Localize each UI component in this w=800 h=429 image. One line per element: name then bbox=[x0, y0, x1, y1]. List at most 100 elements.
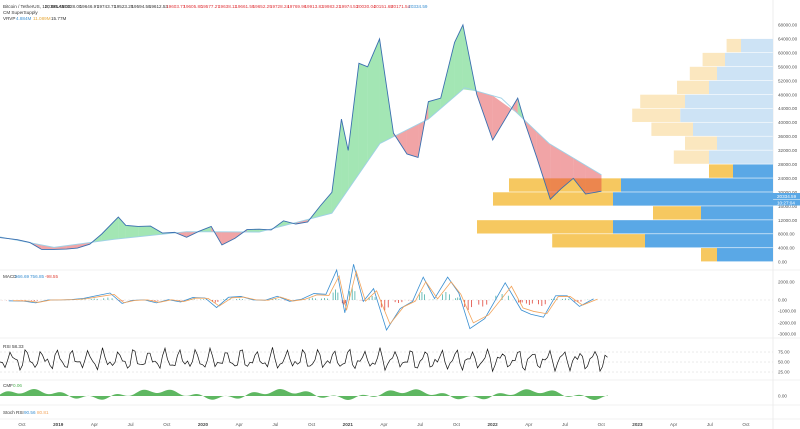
macd-histogram-bar bbox=[242, 299, 243, 300]
macd-histogram-bar bbox=[565, 298, 567, 300]
macd-histogram-bar bbox=[471, 300, 473, 308]
price-axis-label: 28000.00 bbox=[778, 162, 798, 167]
macd-histogram-bar bbox=[118, 300, 120, 301]
macd-histogram-bar bbox=[226, 299, 228, 300]
macd-histogram-bar bbox=[354, 291, 356, 300]
time-axis-label: Jul bbox=[417, 422, 423, 427]
time-axis-label: 2023 bbox=[632, 422, 643, 427]
macd-histogram-bar bbox=[103, 298, 105, 300]
price-axis-label: 60000.00 bbox=[778, 50, 798, 55]
macd-histogram-bar bbox=[421, 292, 423, 300]
macd-histogram-bar bbox=[371, 296, 373, 300]
macd-value-2: 756.85 bbox=[30, 274, 44, 279]
macd-histogram-bar bbox=[455, 298, 457, 300]
macd-histogram-bar bbox=[203, 299, 204, 300]
macd-histogram-bar bbox=[343, 300, 345, 305]
macd-histogram-bar bbox=[111, 298, 113, 300]
macd-histogram-bar bbox=[380, 300, 382, 308]
symbol-title[interactable]: Bitcoin / TetherUS, 1D, BINANCE bbox=[3, 4, 71, 9]
macd-histogram-bar bbox=[531, 300, 533, 304]
cmf-pane[interactable]: 0.00 bbox=[0, 389, 787, 400]
vp-bar-down bbox=[477, 220, 613, 234]
countdown-tag bbox=[773, 199, 800, 206]
price-axis-label: 56000.00 bbox=[778, 64, 798, 69]
macd-histogram-bar bbox=[501, 294, 503, 300]
bear-band-segment bbox=[41, 244, 54, 250]
header-value: 20030.04 bbox=[356, 4, 376, 9]
macd-pane[interactable]: 2000.00 0.00 -1000.00 -2000.00 -3000.00 bbox=[0, 264, 797, 337]
price-axis-label: 48000.00 bbox=[778, 92, 798, 97]
time-axis[interactable]: Oct 2019 Apr Jul Oct 2020 Apr Jul Oct 2021 Apr Jul O… bbox=[18, 422, 750, 427]
macd-histogram-bar bbox=[308, 298, 310, 300]
signal-line bbox=[13, 269, 598, 325]
time-axis-label: Jul bbox=[128, 422, 134, 427]
header-value: 19603.77 bbox=[166, 4, 186, 9]
vp-bar-up bbox=[709, 80, 773, 95]
price-axis-label: 8000.00 bbox=[778, 232, 795, 237]
ma-line bbox=[0, 87, 602, 248]
vp-bar-up bbox=[733, 164, 773, 178]
bear-band-segment bbox=[53, 245, 67, 250]
macd-histogram-bar bbox=[482, 300, 484, 307]
macd-histogram-bar bbox=[394, 300, 396, 303]
macd-histogram-bar bbox=[349, 291, 350, 300]
bull-band-segment bbox=[118, 217, 126, 239]
cmf-area bbox=[0, 389, 608, 400]
macd-histogram-bar bbox=[229, 299, 231, 300]
rsi-pane[interactable]: 75.00 50.00 25.00 bbox=[0, 346, 790, 375]
vp-bar-up bbox=[717, 66, 773, 81]
vp-bar-down bbox=[677, 80, 709, 95]
macd-histogram-bar bbox=[384, 300, 386, 311]
vp-bar-down bbox=[651, 122, 693, 136]
header-value: 20391.49 bbox=[45, 4, 65, 9]
macd-histogram-bar bbox=[445, 292, 447, 300]
bull-band-segment bbox=[101, 217, 119, 241]
header-value: 19638.11 bbox=[218, 4, 237, 9]
header-value: 19913.82 bbox=[305, 4, 325, 9]
macd-axis-label: -2000.00 bbox=[778, 321, 797, 326]
header-value: 19661.59 bbox=[235, 4, 255, 9]
macd-histogram-bar bbox=[154, 300, 156, 301]
vrvp-name[interactable]: VRVP bbox=[3, 16, 15, 21]
macd-histogram-bar bbox=[332, 292, 334, 300]
macd-histogram-bar bbox=[401, 300, 403, 303]
macd-histogram-bar bbox=[122, 300, 124, 301]
price-axis-label: 52000.00 bbox=[778, 78, 798, 83]
macd-histogram-bar bbox=[551, 298, 553, 300]
macd-histogram-bar bbox=[90, 298, 92, 300]
time-axis-label: Apr bbox=[380, 422, 388, 427]
macd-histogram-bar bbox=[562, 298, 563, 300]
indicator-name[interactable]: CM SuperSupply bbox=[3, 10, 38, 15]
cmf-label: CMF bbox=[3, 383, 13, 388]
bull-band-segment bbox=[319, 192, 332, 217]
macd-histogram-bar bbox=[217, 300, 219, 302]
macd-histogram-bar bbox=[272, 299, 274, 300]
vp-bar-down bbox=[653, 206, 701, 220]
last-price-value: 20334.59 bbox=[777, 194, 797, 199]
countdown-value: 10:27:04 bbox=[777, 200, 795, 205]
vp-bar-down bbox=[685, 136, 717, 150]
header-value: 19646.97 bbox=[80, 4, 100, 9]
price-axis[interactable]: 68000.00 64000.00 60000.00 56000.00 52000.00… bbox=[778, 23, 798, 265]
stoch-label: Stoch RSI bbox=[3, 410, 24, 415]
macd-histogram-bar bbox=[311, 297, 313, 300]
time-axis-label: 2019 bbox=[53, 422, 64, 427]
bull-band-segment bbox=[358, 63, 368, 175]
time-axis-label: Apr bbox=[236, 422, 244, 427]
time-axis-label: Jul bbox=[272, 422, 278, 427]
macd-histogram-bar bbox=[544, 300, 546, 305]
rsi-value: 58.33 bbox=[12, 344, 24, 349]
vrvp-total: 15.77M bbox=[51, 16, 66, 21]
header-value: 19612.53 bbox=[149, 4, 169, 9]
macd-histogram-bar bbox=[314, 298, 316, 300]
macd-line bbox=[8, 264, 594, 331]
header-value: 19594.58 bbox=[132, 4, 152, 9]
header-value: 20028.00 bbox=[62, 4, 82, 9]
price-axis-label: 64000.00 bbox=[778, 37, 798, 42]
macd-histogram-bar bbox=[495, 295, 497, 300]
macd-histogram-bar bbox=[432, 299, 434, 300]
macd-axis-label: 0.00 bbox=[778, 298, 787, 303]
bull-band-segment bbox=[150, 226, 163, 236]
time-axis-label: 2022 bbox=[487, 422, 498, 427]
